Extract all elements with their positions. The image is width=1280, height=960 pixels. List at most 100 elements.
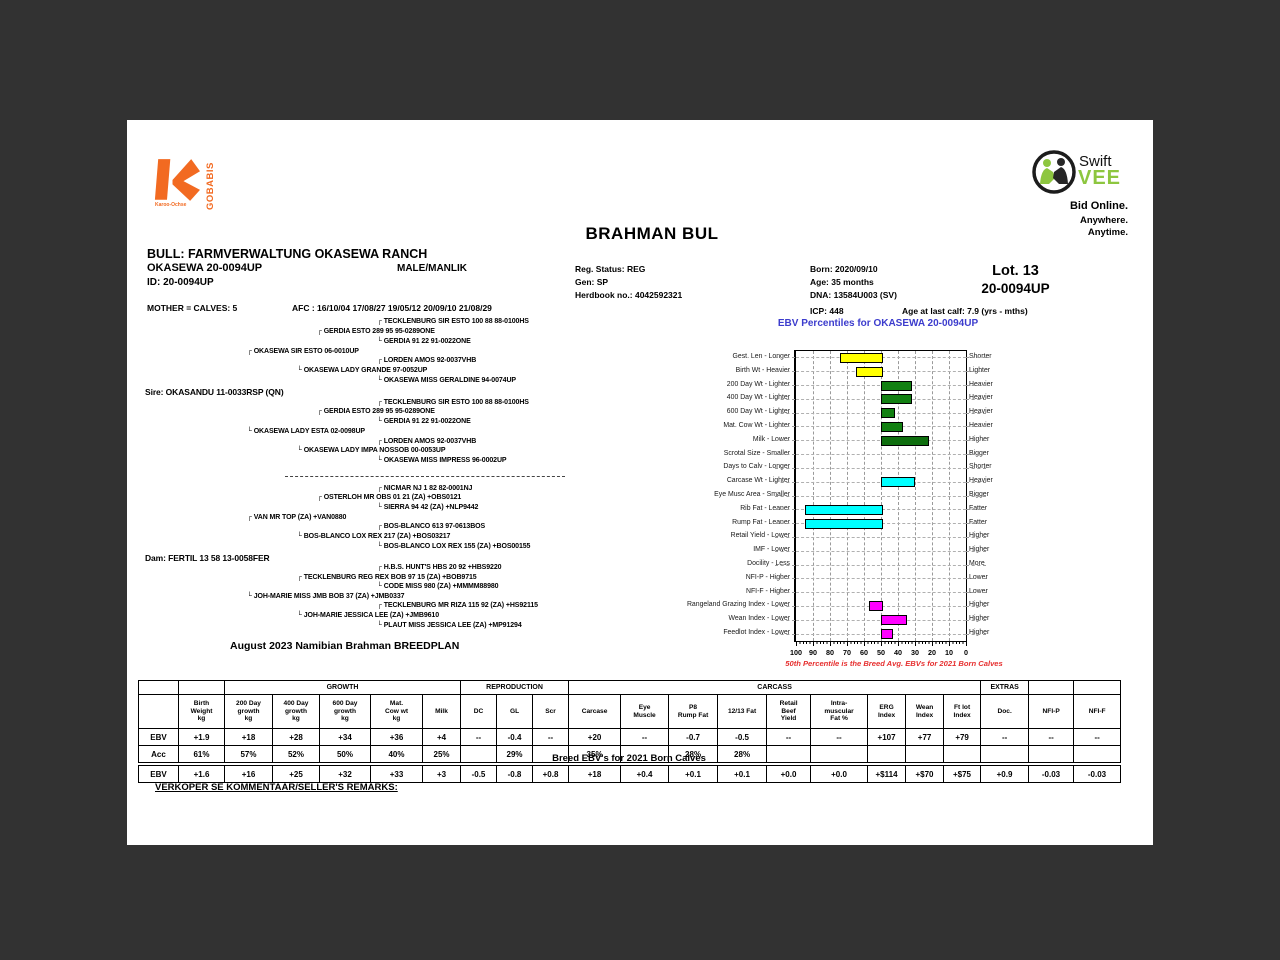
value-cell: 28% (668, 745, 719, 763)
value-cell: -- (1028, 728, 1075, 746)
axis-tick-label: 0 (964, 648, 968, 657)
axis-tick-label: 80 (826, 648, 834, 657)
value-cell: -- (980, 728, 1030, 746)
row-guide (966, 536, 986, 538)
pedigree-line: └ PLAUT MISS JESSICA LEE (ZA) +MP91294 (377, 622, 522, 629)
row-guide (796, 536, 966, 538)
row-guide (775, 426, 795, 428)
row-guide (966, 481, 986, 483)
axis-tick-label: 70 (843, 648, 851, 657)
chart-row-label-left: Carcase Wt - Lighter (726, 477, 790, 485)
column-header-cell: Milk (421, 694, 462, 729)
value-cell: +28 (272, 728, 320, 746)
chart-row-label-left: Mat. Cow Wt - Lighter (723, 421, 790, 429)
group-header-cell: EXTRAS (980, 680, 1030, 695)
percentile-bar (804, 518, 883, 529)
pedigree-parent-label: Sire: OKASANDU 11-0033RSP (QN) (145, 387, 284, 397)
value-cell: +0.4 (620, 765, 669, 783)
chart-row-label-right: More (969, 560, 985, 568)
chart-row-label-right: Fatter (969, 504, 987, 512)
chart-row-label-left: Birth Wt - Heavier (735, 366, 790, 374)
row-guide (775, 509, 795, 511)
row-guide (966, 550, 986, 552)
value-cell: -0.5 (460, 765, 497, 783)
row-guide (966, 633, 986, 635)
chart-row-label-left: Gest. Len - Longer (732, 352, 790, 360)
chart-row-label-left: 600 Day Wt - Lighter (726, 408, 790, 416)
chart-row-label-left: Days to Calv - Longer (723, 463, 790, 471)
value-cell: -- (810, 728, 869, 746)
chart-row-label-left: NFI-F - Higher (745, 587, 790, 595)
pedigree-line: └ OKASEWA LADY IMPA NOSSOB 00-0053UP (297, 447, 446, 454)
value-cell: +0.1 (717, 765, 767, 783)
row-guide (775, 619, 795, 621)
ebv-percentile-chart: EBV Percentiles for OKASEWA 20-0094UP Ge… (607, 318, 1047, 683)
column-header-cell: 12/13 Fat (717, 694, 768, 729)
chart-row-label-left: 200 Day Wt - Lighter (726, 380, 790, 388)
row-guide (796, 495, 966, 497)
pedigree-line: ┌ LORDEN AMOS 92-0037VHB (377, 438, 477, 445)
pedigree-line: └ CODE MISS 980 (ZA) +MMMM88980 (377, 583, 499, 590)
column-header-cell: Doc. (980, 694, 1030, 729)
chart-row-label-right: Heavier (969, 394, 993, 402)
row-guide (775, 523, 795, 525)
k-logo-icon (154, 159, 200, 201)
axis-tick (829, 641, 831, 646)
axis-tick-label: 60 (860, 648, 868, 657)
chart-row-label-left: Wean Index - Lower (728, 615, 790, 623)
axis-tick-label: 10 (945, 648, 953, 657)
chart-row-label-right: Heavier (969, 477, 993, 485)
pedigree-separator (285, 476, 565, 477)
chart-row-label-right: Higher (969, 601, 990, 609)
row-guide (775, 550, 795, 552)
axis-tick (965, 641, 967, 646)
pedigree-line: ┌ H.B.S. HUNT'S HBS 20 92 +HBS9220 (377, 564, 502, 571)
chart-row-label-right: Heavier (969, 408, 993, 416)
row-guide (966, 605, 986, 607)
pedigree-line: ┌ VAN MR TOP (ZA) +VAN0880 (247, 514, 347, 521)
pedigree-line: ┌ OSTERLOH MR OBS 01 21 (ZA) +OBS0121 (317, 494, 462, 501)
row-guide (796, 550, 966, 552)
breedplan-note: August 2023 Namibian Brahman BREEDPLAN (230, 640, 460, 652)
pedigree-line: ┌ LORDEN AMOS 92-0037VHB (377, 357, 477, 364)
row-guide (966, 619, 986, 621)
percentile-bar (881, 408, 895, 419)
row-label-cell: EBV (138, 728, 179, 746)
pedigree-line: ┌ BOS-BLANCO 613 97-0613BOS (377, 523, 486, 530)
row-guide (966, 564, 986, 566)
bull-name-line: BULL: FARMVERWALTUNG OKASEWA RANCH (147, 247, 428, 261)
value-cell: -- (620, 728, 670, 746)
row-guide (775, 357, 795, 359)
row-guide (966, 412, 986, 414)
breed-ebv-title: Breed EBV's for 2021 Born Calves (552, 753, 706, 764)
axis-tick (897, 641, 899, 646)
axis-tick-label: 50 (877, 648, 885, 657)
row-guide (796, 578, 966, 580)
pedigree-line: ┌ TECKLENBURG MR RIZA 115 92 (ZA) +HS921… (377, 602, 538, 609)
percentile-bar (881, 421, 904, 432)
column-header-cell: Retail Beef Yield (766, 694, 812, 729)
ebv-table: GROWTH REPRODUCTION CARCASS EXTRAS Birth Wei… (138, 680, 1122, 763)
value-cell: +0.8 (532, 765, 569, 783)
value-cell (1073, 745, 1122, 763)
chart-row-label-right: Higher (969, 615, 990, 623)
lot-number: Lot. 13 (992, 263, 1039, 279)
pedigree-line: └ JOH-MARIE JESSICA LEE (ZA) +JMB9610 (297, 612, 440, 619)
group-header-cell (1073, 680, 1122, 695)
value-cell: -0.7 (668, 728, 719, 746)
value-cell: +33 (370, 765, 423, 783)
column-header-cell: Ft lot Index (943, 694, 982, 729)
axis-tick-label: 40 (894, 648, 902, 657)
row-guide (775, 385, 795, 387)
pedigree-line: └ JOH-MARIE MISS JMB BOB 37 (ZA) +JMB033… (247, 593, 405, 600)
row-guide (966, 398, 986, 400)
chart-row-label-right: Higher (969, 435, 990, 443)
group-header-cell (138, 680, 179, 695)
percentile-bar (855, 366, 883, 377)
value-cell: +0.0 (766, 765, 811, 783)
pedigree-line: └ GERDIA 91 22 91-0022ONE (377, 338, 471, 345)
chart-row-label-right: Heavier (969, 421, 993, 429)
breed-avg-table: EBV +1.6 +16 +25 +32 +33 +3 -0.5 -0.8 +0.8 +18 +0.4… (138, 765, 1121, 783)
column-header-cell: NFI-F (1073, 694, 1122, 729)
dna-number: DNA: 13584U003 (SV) (810, 290, 897, 300)
